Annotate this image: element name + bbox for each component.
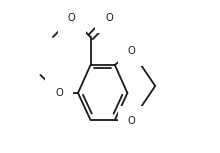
Text: O: O	[128, 116, 136, 126]
Text: O: O	[105, 13, 113, 23]
Text: O: O	[55, 88, 63, 98]
Text: O: O	[68, 13, 76, 23]
Text: O: O	[128, 46, 136, 56]
